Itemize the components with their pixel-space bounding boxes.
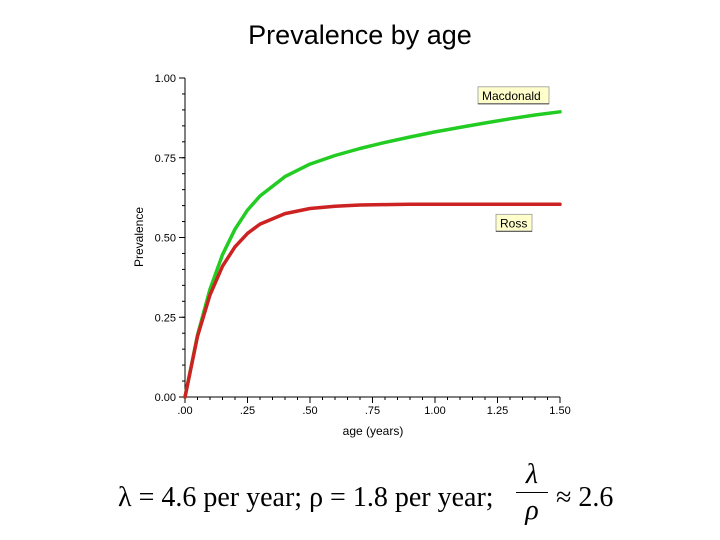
series-line-ross [183, 202, 562, 399]
y-tick-label: 1.00 [155, 73, 176, 85]
y-tick-label: 0.75 [155, 153, 176, 165]
fraction-numerator: λ [525, 459, 539, 490]
x-tick-label: 1.25 [487, 405, 508, 417]
series-line-macdonald [183, 110, 562, 399]
legend-label-macdonald: Macdonald [482, 89, 541, 103]
prevalence-chart: Prevalence age (years) 0.00 0.25 0.50 0.75 1… [132, 73, 571, 438]
y-tick-label: 0.00 [155, 392, 176, 404]
formula-ratio: ≈ 2.6 [556, 482, 614, 513]
x-axis-label: age (years) [343, 424, 404, 438]
legend-label-ross: Ross [500, 216, 527, 230]
formula-fraction: λ ρ [514, 460, 550, 527]
slide-title: Prevalence by age [248, 20, 472, 50]
y-tick-label: 0.25 [155, 312, 176, 324]
formula-rates: λ = 4.6 per year; ρ = 1.8 per year; [118, 482, 494, 513]
x-tick-label: 1.00 [424, 405, 445, 417]
x-tick-label: .50 [302, 405, 317, 417]
x-tick-label: .25 [240, 405, 255, 417]
x-tick-label: .75 [365, 405, 380, 417]
y-axis-label: Prevalence [132, 207, 146, 267]
x-tick-label: .00 [177, 405, 192, 417]
x-tick-label: 1.50 [549, 405, 570, 417]
rate-formula: λ = 4.6 per year; ρ = 1.8 per year; λ ρ … [118, 460, 618, 535]
y-tick-label: 0.50 [155, 233, 176, 245]
fraction-bar [516, 492, 548, 493]
fraction-denominator: ρ [525, 495, 539, 526]
